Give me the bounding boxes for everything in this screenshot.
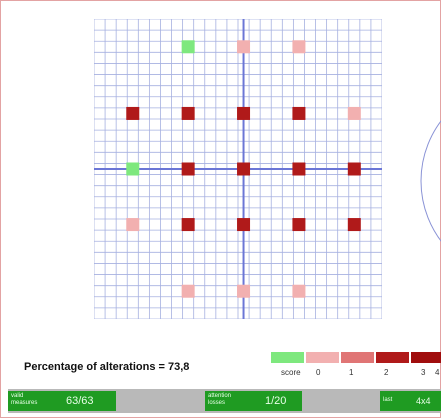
valid-measures-value: 63/63	[66, 395, 94, 407]
legend-label-2: 2	[384, 368, 389, 377]
test-point-score-1	[181, 284, 195, 298]
attention-losses-panel: attention losses 1/20	[205, 391, 302, 411]
test-point-score-1	[237, 284, 251, 298]
valid-measures-label: valid measures	[11, 393, 38, 406]
legend-swatch-4	[411, 352, 441, 363]
test-point-score-1	[126, 218, 140, 232]
test-point-score-3	[292, 218, 306, 232]
grid-canvas	[84, 7, 392, 320]
last-label: last	[383, 397, 393, 403]
test-point-score-3	[237, 218, 251, 232]
test-point-score-3	[292, 106, 306, 120]
test-point-score-1	[292, 40, 306, 54]
status-bar: valid measures 63/63 attention losses 1/…	[8, 389, 441, 413]
last-panel: last 4x4	[380, 391, 441, 411]
percentage-of-alterations: Percentage of alterations = 73,8	[24, 361, 190, 373]
test-point-score-3	[181, 162, 195, 176]
test-point-score-1	[237, 40, 251, 54]
score-legend: score 0 1 2 3 4	[269, 352, 441, 382]
attention-losses-label: attention losses	[208, 393, 232, 406]
legend-swatch-3	[376, 352, 409, 363]
grid-points	[126, 40, 361, 298]
test-point-score-3	[181, 106, 195, 120]
last-value: 4x4	[416, 396, 431, 406]
legend-swatch-0	[271, 352, 304, 363]
test-point-score-3	[181, 218, 195, 232]
legend-swatch-2	[341, 352, 374, 363]
test-point-score-1	[292, 284, 306, 298]
valid-measures-panel: valid measures 63/63	[8, 391, 116, 411]
legend-label-4: 4	[435, 368, 440, 377]
test-point-score-3	[237, 106, 251, 120]
legend-label-3: 3	[421, 368, 426, 377]
test-point-score-0	[181, 40, 195, 54]
legend-swatch-1	[306, 352, 339, 363]
test-point-score-3	[347, 162, 361, 176]
test-point-score-1	[347, 106, 361, 120]
attention-losses-value: 1/20	[265, 395, 287, 407]
legend-label-0: 0	[316, 368, 321, 377]
test-point-score-0	[126, 162, 140, 176]
legend-label-1: 1	[349, 368, 354, 377]
test-point-score-3	[237, 162, 251, 176]
legend-title: score	[281, 368, 301, 377]
test-point-score-3	[126, 106, 140, 120]
amsler-grid	[84, 7, 392, 320]
test-point-score-3	[347, 218, 361, 232]
test-point-score-3	[292, 162, 306, 176]
